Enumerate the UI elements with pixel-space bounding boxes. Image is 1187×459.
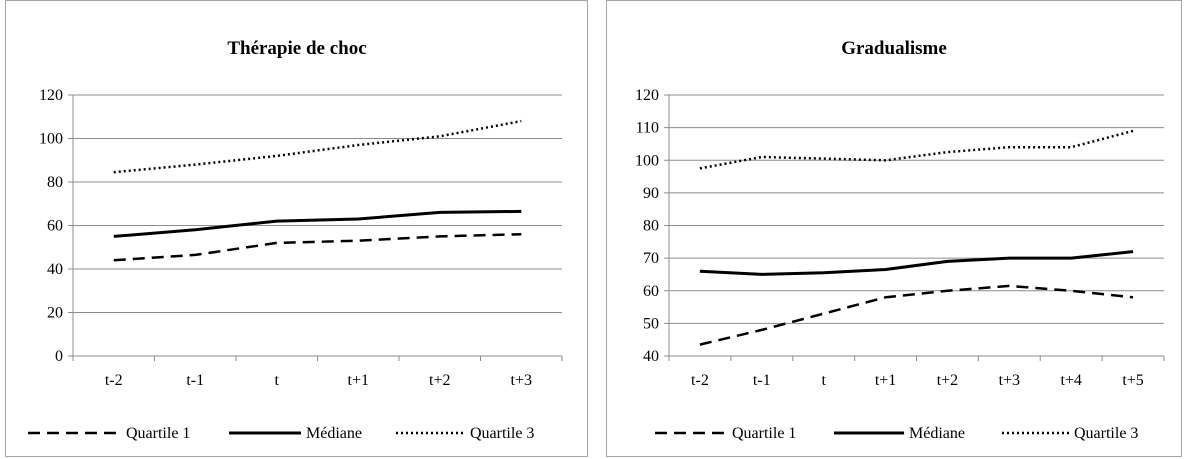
series-line-quartile-3 bbox=[699, 129, 1134, 170]
y-tick-label: 90 bbox=[643, 185, 659, 202]
x-tick-label: t+1 bbox=[875, 372, 896, 389]
series-line-mediane bbox=[699, 250, 1134, 276]
x-tick-label: t+5 bbox=[1122, 372, 1143, 389]
y-tick-label: 100 bbox=[635, 152, 659, 169]
series-line-quartile-1 bbox=[699, 284, 1134, 346]
x-tick-label: t+2 bbox=[429, 372, 450, 389]
legend-label: Quartile 3 bbox=[470, 425, 534, 442]
y-tick-label: 40 bbox=[47, 261, 63, 278]
y-tick-label: 60 bbox=[643, 283, 659, 300]
y-tick-label: 100 bbox=[39, 131, 63, 148]
legend-label: Quartile 3 bbox=[1074, 425, 1138, 442]
y-tick-label: 120 bbox=[635, 87, 659, 104]
y-tick-label: 80 bbox=[643, 218, 659, 235]
series-line-quartile-1 bbox=[113, 232, 522, 262]
chart-svg-1: Thérapie de choc 0 20 40 60 80 100 120 t-2 t-1 t t+… bbox=[28, 38, 563, 442]
chart-therapie-de-choc: Thérapie de choc 0 20 40 60 80 100 120 t-2 t-1 t t+… bbox=[5, 0, 588, 457]
series-line-quartile-3 bbox=[113, 119, 522, 174]
x-tick-label: t-1 bbox=[186, 372, 204, 389]
chart-title: Gradualisme bbox=[841, 38, 947, 59]
x-tick-label: t+2 bbox=[937, 372, 958, 389]
x-tick-label: t+3 bbox=[999, 372, 1020, 389]
legend-label: Médiane bbox=[909, 425, 965, 442]
y-tick-label: 70 bbox=[643, 250, 659, 267]
y-tick-label: 60 bbox=[47, 218, 63, 235]
x-tick-label: t+1 bbox=[348, 372, 369, 389]
y-tick-label: 50 bbox=[643, 315, 659, 332]
y-tick-label: 40 bbox=[643, 348, 659, 365]
chart-gradualisme: Gradualisme 40 50 60 70 80 90 100 110 120 t-2 t-1 t t… bbox=[606, 0, 1182, 457]
y-tick-label: 20 bbox=[47, 305, 63, 322]
chart-title: Thérapie de choc bbox=[227, 38, 366, 59]
y-tick-label: 110 bbox=[636, 120, 659, 137]
x-tick-label: t+3 bbox=[511, 372, 532, 389]
y-tick-label: 80 bbox=[47, 174, 63, 191]
y-tick-label: 120 bbox=[39, 87, 63, 104]
x-tick-label: t-2 bbox=[105, 372, 123, 389]
y-tick-label: 0 bbox=[55, 348, 63, 365]
legend-label: Quartile 1 bbox=[732, 425, 796, 442]
series-line-mediane bbox=[113, 209, 522, 238]
x-tick-label: t-2 bbox=[691, 372, 709, 389]
x-tick-label: t-1 bbox=[753, 372, 771, 389]
chart-svg-2: Gradualisme 40 50 60 70 80 90 100 110 120 t-2 t-1 t t… bbox=[635, 38, 1165, 442]
x-tick-label: t bbox=[275, 372, 280, 389]
legend-label: Quartile 1 bbox=[126, 425, 190, 442]
x-tick-label: t bbox=[821, 372, 826, 389]
x-tick-label: t+4 bbox=[1060, 372, 1081, 389]
legend-label: Médiane bbox=[306, 425, 362, 442]
